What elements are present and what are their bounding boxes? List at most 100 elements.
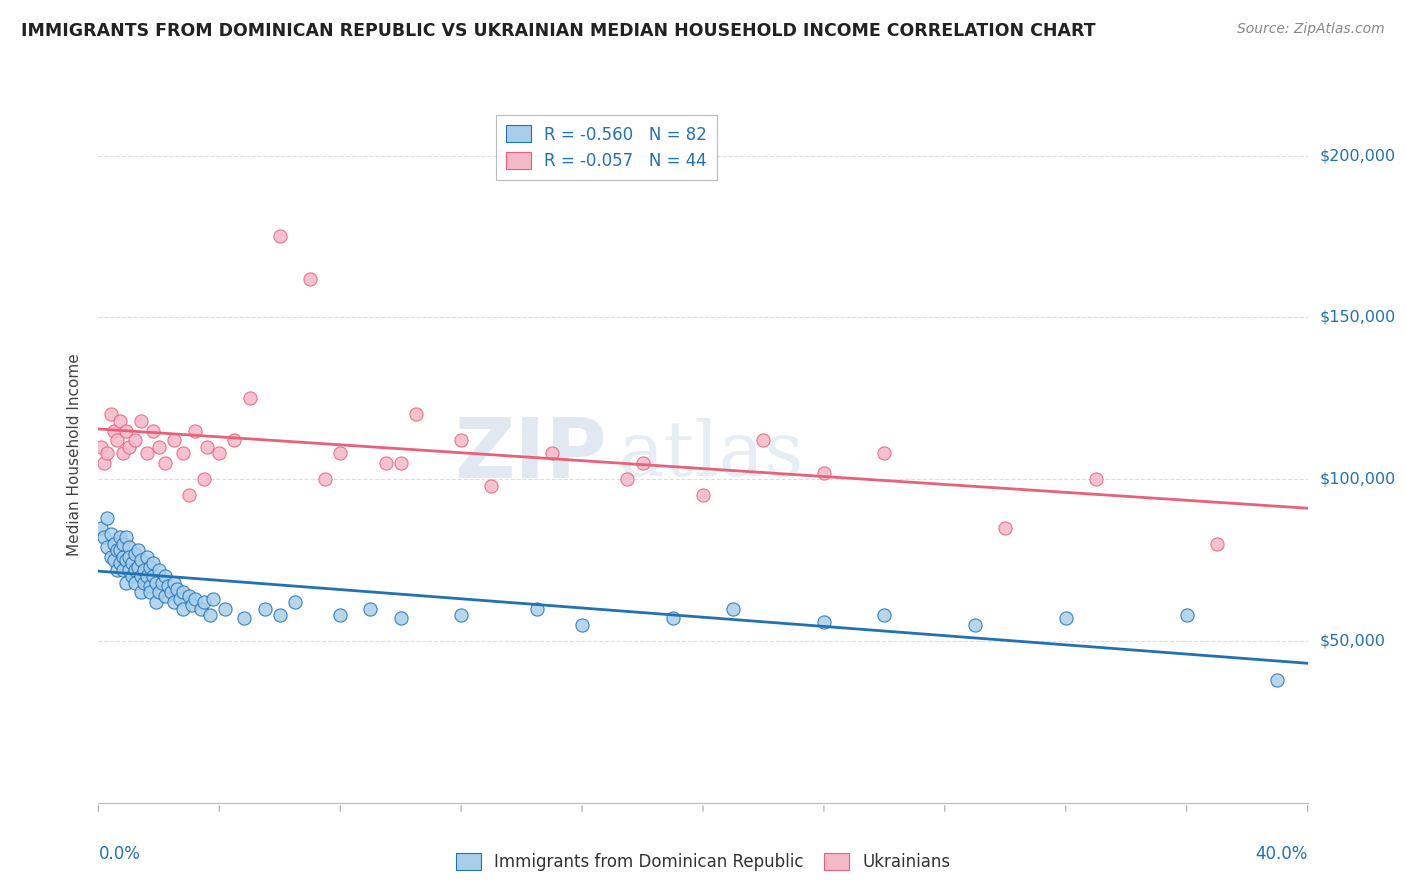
Text: $200,000: $200,000 — [1320, 148, 1396, 163]
Legend: R = -0.560   N = 82, R = -0.057   N = 44: R = -0.560 N = 82, R = -0.057 N = 44 — [496, 115, 717, 180]
Point — [389, 456, 412, 470]
Text: $100,000: $100,000 — [1320, 472, 1396, 487]
Point — [540, 446, 562, 460]
Point — [108, 531, 131, 545]
Point — [571, 617, 593, 632]
Point — [139, 585, 162, 599]
Point — [105, 543, 128, 558]
Point — [150, 575, 173, 590]
Point — [148, 563, 170, 577]
Point — [1054, 611, 1077, 625]
Point — [145, 595, 167, 609]
Point — [813, 615, 835, 629]
Point — [163, 434, 186, 448]
Point — [269, 229, 291, 244]
Point — [269, 608, 291, 623]
Point — [121, 557, 143, 571]
Point — [127, 543, 149, 558]
Point — [1265, 673, 1288, 687]
Point — [181, 599, 204, 613]
Point — [202, 591, 225, 606]
Point — [193, 472, 215, 486]
Point — [139, 559, 162, 574]
Point — [526, 601, 548, 615]
Point — [129, 585, 152, 599]
Point — [163, 575, 186, 590]
Point — [253, 601, 276, 615]
Point — [631, 456, 654, 470]
Point — [145, 575, 167, 590]
Point — [129, 414, 152, 428]
Point — [184, 591, 207, 606]
Point — [214, 601, 236, 615]
Point — [169, 591, 191, 606]
Point — [692, 488, 714, 502]
Point — [100, 549, 122, 564]
Point — [163, 595, 186, 609]
Point — [93, 531, 115, 545]
Point — [111, 446, 134, 460]
Point — [752, 434, 775, 448]
Point — [90, 440, 112, 454]
Point — [105, 434, 128, 448]
Point — [111, 537, 134, 551]
Point — [873, 446, 896, 460]
Point — [965, 617, 987, 632]
Point — [90, 521, 112, 535]
Point — [314, 472, 336, 486]
Point — [96, 511, 118, 525]
Y-axis label: Median Household Income: Median Household Income — [67, 353, 83, 557]
Text: $50,000: $50,000 — [1320, 633, 1386, 648]
Point — [360, 601, 382, 615]
Point — [177, 589, 201, 603]
Text: ZIP: ZIP — [454, 415, 606, 495]
Point — [127, 559, 149, 574]
Point — [813, 466, 835, 480]
Point — [135, 549, 157, 564]
Point — [195, 440, 218, 454]
Point — [721, 601, 744, 615]
Point — [118, 549, 141, 564]
Point — [114, 575, 136, 590]
Point — [142, 424, 165, 438]
Point — [105, 563, 128, 577]
Text: IMMIGRANTS FROM DOMINICAN REPUBLIC VS UKRAINIAN MEDIAN HOUSEHOLD INCOME CORRELAT: IMMIGRANTS FROM DOMINICAN REPUBLIC VS UK… — [21, 22, 1095, 40]
Point — [232, 611, 254, 625]
Point — [135, 569, 157, 583]
Point — [616, 472, 638, 486]
Point — [111, 549, 134, 564]
Point — [1206, 537, 1229, 551]
Point — [284, 595, 307, 609]
Point — [239, 392, 262, 406]
Point — [177, 488, 201, 502]
Point — [108, 414, 131, 428]
Point — [481, 478, 503, 492]
Point — [200, 608, 222, 623]
Point — [153, 569, 176, 583]
Point — [389, 611, 412, 625]
Point — [148, 440, 170, 454]
Point — [132, 563, 155, 577]
Point — [193, 595, 215, 609]
Point — [124, 575, 146, 590]
Point — [124, 434, 146, 448]
Point — [96, 540, 118, 554]
Point — [118, 440, 141, 454]
Point — [450, 434, 472, 448]
Point — [118, 563, 141, 577]
Point — [153, 456, 176, 470]
Point — [661, 611, 683, 625]
Point — [96, 446, 118, 460]
Point — [299, 271, 322, 285]
Text: atlas: atlas — [619, 418, 804, 491]
Legend: Immigrants from Dominican Republic, Ukrainians: Immigrants from Dominican Republic, Ukra… — [447, 845, 959, 880]
Point — [139, 579, 162, 593]
Point — [1085, 472, 1108, 486]
Point — [142, 557, 165, 571]
Point — [172, 585, 194, 599]
Point — [114, 424, 136, 438]
Point — [118, 540, 141, 554]
Point — [994, 521, 1017, 535]
Point — [124, 563, 146, 577]
Point — [156, 579, 179, 593]
